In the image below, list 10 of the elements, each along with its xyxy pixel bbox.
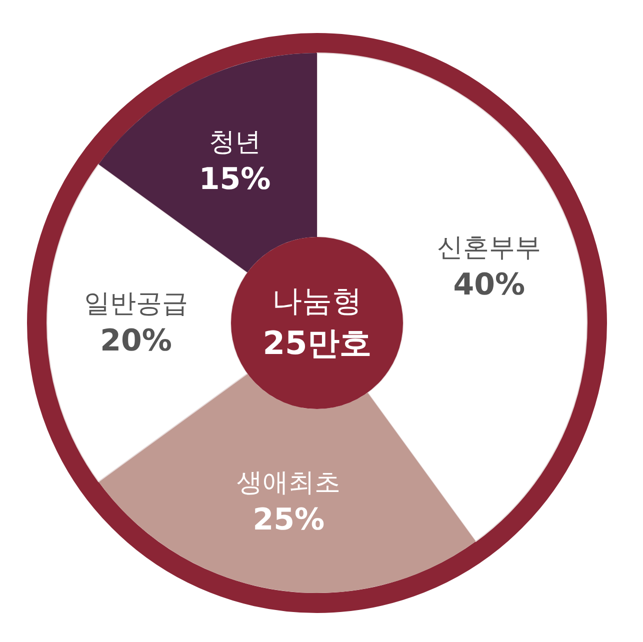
data-label: 40% [453, 268, 526, 303]
slice-label: 일반공급 [84, 289, 188, 319]
slice-label: 생애최초 [236, 468, 341, 498]
text: 25만호 [262, 323, 372, 364]
slice-label: 청년 [208, 128, 261, 158]
data-label: 20% [100, 324, 172, 358]
data-label: 15% [198, 162, 271, 198]
text: 나눔형 [272, 283, 362, 321]
data-label: 25% [252, 502, 325, 538]
slice-label: 신혼부부 [437, 233, 542, 264]
